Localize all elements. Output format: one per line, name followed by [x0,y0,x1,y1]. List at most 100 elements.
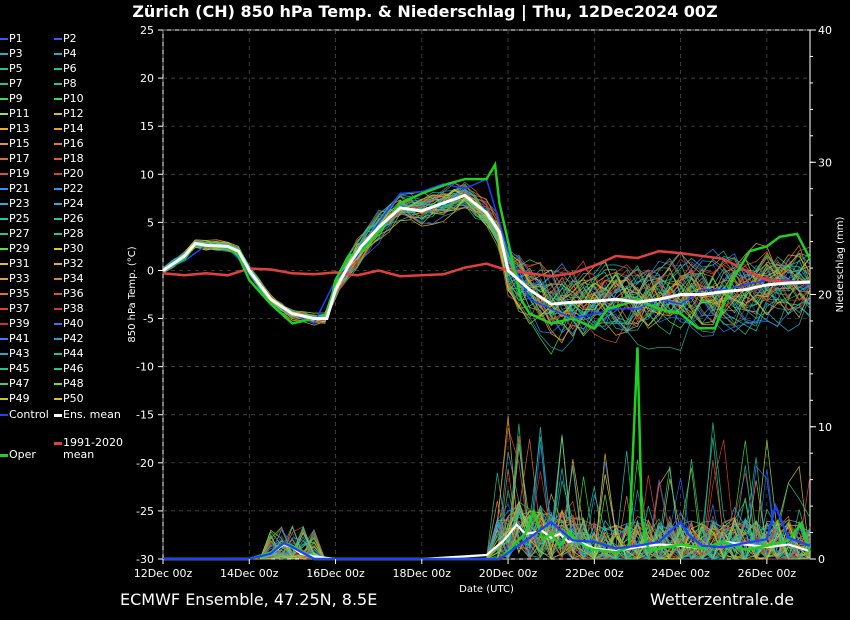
control-precip-line [163,502,811,561]
legend-item-p40: P40 [54,318,84,330]
legend-swatch [54,323,62,325]
legend-swatch [54,441,62,445]
legend-label: P45 [9,362,30,375]
y2-axis-label: Niederschlag (mm) [835,217,846,313]
x-tick-label: 24Dec 00z [651,567,710,580]
y-tick-label: 15 [140,120,154,133]
legend-label: P14 [63,122,84,135]
legend-label: P11 [9,107,30,120]
y-tick-label: 10 [140,168,154,181]
legend-label: P46 [63,362,84,375]
legend-swatch [54,158,62,160]
legend-label: P47 [9,377,30,390]
legend-label: P18 [63,152,84,165]
legend-label: P50 [63,392,84,405]
y2-tick-label: 20 [818,289,832,302]
oper-temp-line [162,160,812,330]
legend-swatch [0,188,8,190]
legend-item-p8: P8 [54,78,77,90]
y-tick-label: -30 [136,553,154,566]
member-temp-line [162,192,811,324]
legend-label: P34 [63,272,84,285]
legend-label: P2 [63,32,77,45]
legend-label: P30 [63,242,84,255]
legend-item-p25: P25 [0,213,30,225]
legend-item-p42: P42 [54,333,84,345]
main-series [162,160,812,561]
y-axis-label: 850 hPa Temp. (°C) [127,246,138,342]
legend-label: P19 [9,167,30,180]
legend-item-p10: P10 [54,93,84,105]
legend-swatch [0,53,8,55]
legend-label: P21 [9,182,30,195]
y2-tick-label: 40 [818,24,832,37]
legend-item-p47: P47 [0,378,30,390]
legend-item-p43: P43 [0,348,30,360]
legend-label: P23 [9,197,30,210]
x-tick-label: 26Dec 00z [738,567,797,580]
legend-item-p21: P21 [0,183,30,195]
legend-swatch [0,368,8,370]
legend-item-p34: P34 [54,273,84,285]
x-tick-label: 22Dec 00z [565,567,624,580]
legend-swatch [54,338,62,340]
legend-item-p19: P19 [0,168,30,180]
legend-item-p4: P4 [54,48,77,60]
legend-item-p50: P50 [54,393,84,405]
legend-swatch [54,278,62,280]
legend-swatch [0,38,8,40]
y-tick-label: -10 [136,361,154,374]
legend-swatch [0,173,8,175]
legend-swatch [54,398,62,400]
y2-tick-label: 10 [818,421,832,434]
legend-swatch [0,323,8,325]
legend-label: P39 [9,317,30,330]
y-tick-label: 0 [147,264,154,277]
y-tick-label: 5 [147,216,154,229]
legend-item-p28: P28 [54,228,84,240]
y2-tick-label: 0 [818,553,825,566]
legend-label: P6 [63,62,77,75]
legend-item-p24: P24 [54,198,84,210]
legend-item-p49: P49 [0,393,30,405]
legend-item-p33: P33 [0,273,30,285]
legend-label: Oper [9,448,36,461]
legend-item-p11: P11 [0,108,30,120]
legend-swatch [54,38,62,40]
legend-swatch [0,263,8,265]
legend-swatch [54,353,62,355]
x-tick-label: 12Dec 00z [134,567,193,580]
legend-swatch [54,98,62,100]
y2-tick-label: 30 [818,156,832,169]
legend-swatch [0,128,8,130]
legend-label: P43 [9,347,30,360]
legend-swatch [54,128,62,130]
legend-swatch [54,383,62,385]
footer-model-info: ECMWF Ensemble, 47.25N, 8.5E [120,590,378,609]
legend-swatch [54,53,62,55]
legend-swatch [54,293,62,295]
x-tick-label: 16Dec 00z [306,567,365,580]
legend-item-p48: P48 [54,378,84,390]
y-tick-label: -15 [136,409,154,422]
legend-label: P16 [63,137,84,150]
legend-label: P15 [9,137,30,150]
legend-label: P32 [63,257,84,270]
legend-item-p39: P39 [0,318,30,330]
legend-label: P33 [9,272,30,285]
legend-swatch [54,143,62,145]
legend-item-p27: P27 [0,228,30,240]
legend-swatch [54,413,62,417]
legend-swatch [0,293,8,295]
legend-swatch [54,83,62,85]
legend-swatch [0,113,8,115]
legend-label: P10 [63,92,84,105]
y-tick-label: -20 [136,457,154,470]
legend-swatch [0,278,8,280]
legend-item-p36: P36 [54,288,84,300]
legend-swatch [54,233,62,235]
legend-label: Control [9,408,49,421]
legend-swatch [0,68,8,70]
legend-swatch [0,398,8,400]
